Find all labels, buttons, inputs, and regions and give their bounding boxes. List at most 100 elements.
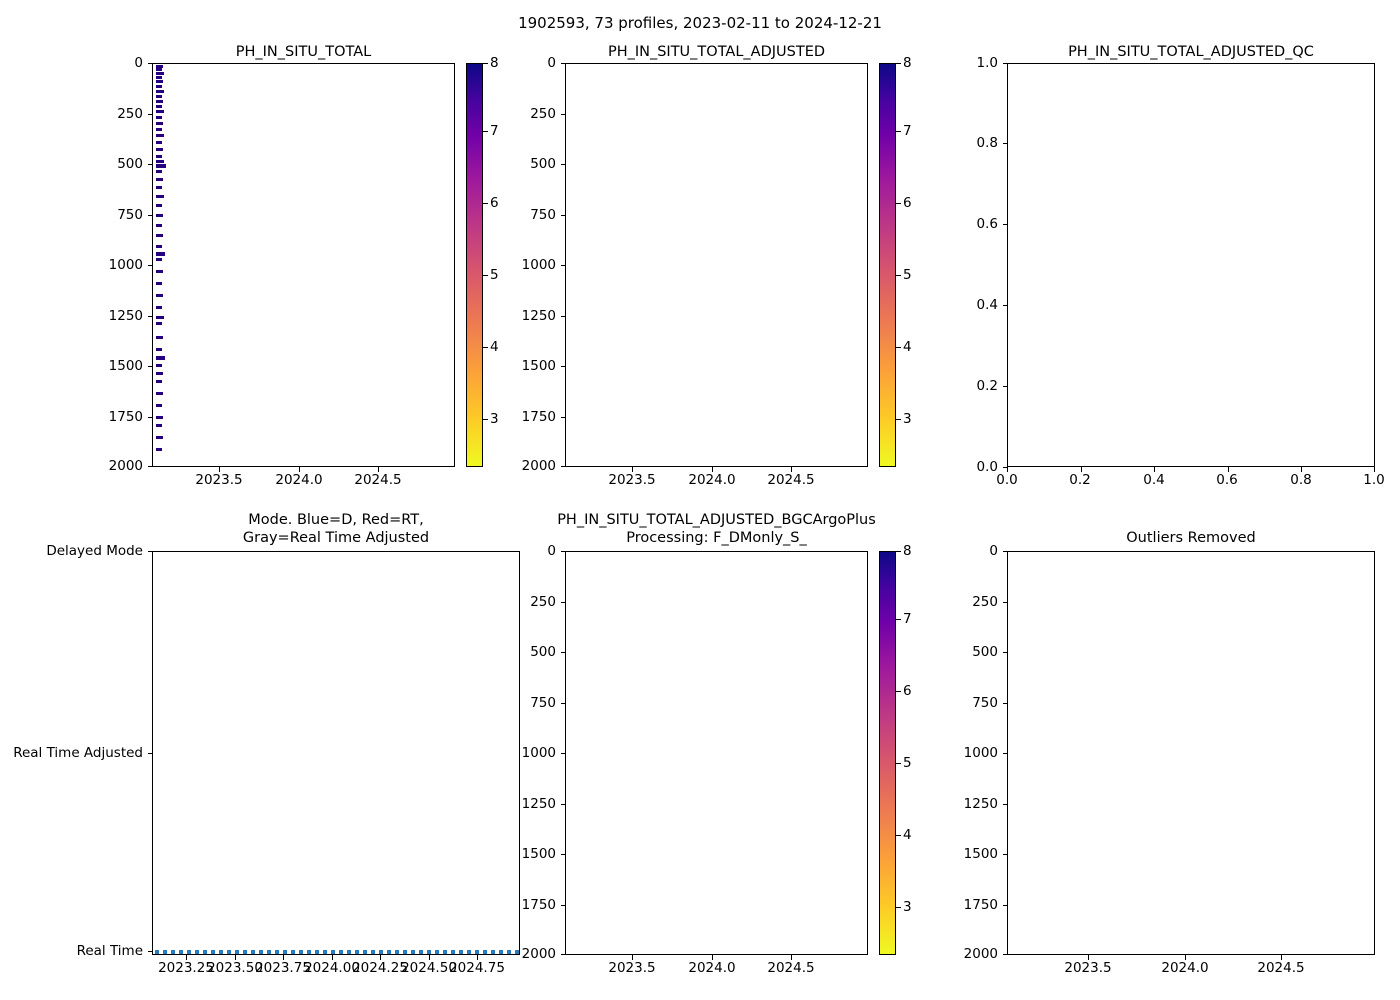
data-point: [156, 76, 162, 79]
colorbar-tick-label: 7: [903, 611, 912, 627]
data-point: [156, 436, 163, 439]
colorbar-tick-label: 3: [490, 411, 499, 427]
data-point: [156, 258, 162, 261]
data-point: [156, 148, 163, 151]
y-tick-label: 1750: [521, 408, 556, 425]
data-point: [156, 316, 164, 319]
colorbar-tick-label: 6: [903, 195, 912, 211]
y-tick-label: 250: [530, 593, 556, 610]
colorbar-ph-in-situ-total-adjusted: [879, 63, 896, 467]
figure-suptitle: 1902593, 73 profiles, 2023-02-11 to 2024…: [518, 14, 882, 32]
data-point: [156, 364, 162, 367]
data-point: [156, 336, 163, 339]
colorbar-tick-label: 7: [490, 123, 499, 139]
y-tick-label: 1750: [521, 896, 556, 913]
data-point: [156, 134, 164, 137]
colorbar-tick-label: 8: [490, 55, 499, 71]
data-point: [156, 68, 162, 71]
panel-ph-adjusted-bgcargoplus: [565, 551, 868, 955]
y-tick-label: 250: [972, 593, 998, 610]
y-tick-label: 1250: [963, 795, 998, 812]
y-tick-label: 250: [117, 105, 143, 122]
data-point: [156, 214, 163, 217]
data-point: [156, 80, 163, 83]
data-point: [156, 105, 162, 108]
data-point: [156, 155, 162, 158]
x-tick-label: 2024.00: [304, 960, 360, 976]
data-point: [156, 195, 164, 198]
x-tick-label: 2023.25: [158, 960, 214, 976]
colorbar-tick-label: 6: [903, 683, 912, 699]
x-tick-label: 2023.75: [255, 960, 311, 976]
panel-title-bgcargoplus-line1: PH_IN_SITU_TOTAL_ADJUSTED_BGCArgoPlus: [557, 512, 876, 528]
data-point: [156, 204, 162, 207]
y-tick-label: 1000: [963, 745, 998, 761]
y-tick-label: Real Time Adjusted: [13, 745, 143, 761]
x-tick-label: 2023.5: [608, 472, 656, 488]
y-tick-label: 1500: [521, 846, 556, 862]
y-tick-label: 500: [972, 644, 998, 660]
data-point: [156, 252, 165, 256]
data-point: [156, 116, 162, 119]
data-point: [156, 448, 162, 451]
y-tick-label: 1250: [108, 307, 143, 324]
x-tick-label: 0.0: [996, 472, 1018, 488]
data-point: [156, 348, 162, 351]
colorbar-tick-label: 7: [903, 123, 912, 139]
y-tick-label: 0: [989, 543, 998, 559]
data-point: [156, 282, 162, 285]
y-tick-label: 2000: [963, 946, 998, 962]
data-point: [156, 110, 164, 113]
y-tick-label: 0.8: [976, 135, 998, 151]
y-tick-label: 1750: [963, 896, 998, 913]
y-tick-label: 0.0: [976, 459, 998, 475]
x-tick-label: 2024.5: [354, 472, 402, 488]
colorbar-tick-label: 3: [903, 899, 912, 915]
y-tick-label: 750: [117, 206, 143, 223]
data-point: [156, 416, 163, 419]
data-point: [156, 122, 163, 125]
data-point: [156, 294, 163, 297]
y-tick-label: 0.4: [976, 297, 998, 313]
data-point: [156, 160, 164, 163]
x-tick-label: 2023.5: [1064, 960, 1112, 976]
colorbar-tick-label: 4: [490, 339, 499, 355]
y-tick-label: 1500: [963, 846, 998, 862]
colorbar-tick-label: 5: [903, 755, 912, 771]
y-tick-label: Delayed Mode: [46, 543, 143, 559]
colorbar-tick-label: 4: [903, 339, 912, 355]
colorbar-tick-label: 6: [490, 195, 499, 211]
data-point: [156, 170, 162, 173]
panel-title-ph-in-situ-total-adjusted-qc: PH_IN_SITU_TOTAL_ADJUSTED_QC: [1068, 44, 1314, 60]
panel-title-bgcargoplus-line2: Processing: F_DMonly_S_: [626, 530, 807, 546]
x-tick-label: 2024.5: [767, 960, 815, 976]
y-tick-label: 500: [530, 644, 556, 660]
data-point: [156, 72, 164, 75]
data-point: [156, 322, 162, 325]
y-tick-label: 1500: [108, 358, 143, 374]
data-point: [156, 270, 163, 273]
colorbar-tick-label: 3: [903, 411, 912, 427]
panel-ph-in-situ-total: [152, 63, 455, 467]
y-tick-label: 2000: [521, 946, 556, 962]
x-tick-label: 2024.0: [688, 960, 736, 976]
x-tick-label: 2024.5: [767, 472, 815, 488]
data-point: [156, 186, 162, 189]
y-tick-label: Real Time: [76, 943, 143, 959]
y-tick-label: 750: [530, 694, 556, 711]
panel-ph-in-situ-total-adjusted-qc: [1007, 63, 1375, 467]
colorbar-tick-label: 8: [903, 55, 912, 71]
y-tick-label: 750: [972, 694, 998, 711]
data-point: [156, 164, 166, 168]
panel-title-mode-line2: Gray=Real Time Adjusted: [242, 530, 430, 546]
data-point: [156, 128, 162, 131]
x-tick-label: 1.0: [1363, 472, 1385, 488]
colorbar-tick-label: 8: [903, 543, 912, 559]
y-tick-label: 2000: [521, 458, 556, 474]
data-point: [156, 356, 165, 360]
x-tick-label: 2024.0: [1161, 960, 1209, 976]
data-point: [156, 245, 162, 248]
y-tick-label: 500: [530, 156, 556, 172]
panel-title-outliers-removed: Outliers Removed: [1126, 530, 1256, 546]
